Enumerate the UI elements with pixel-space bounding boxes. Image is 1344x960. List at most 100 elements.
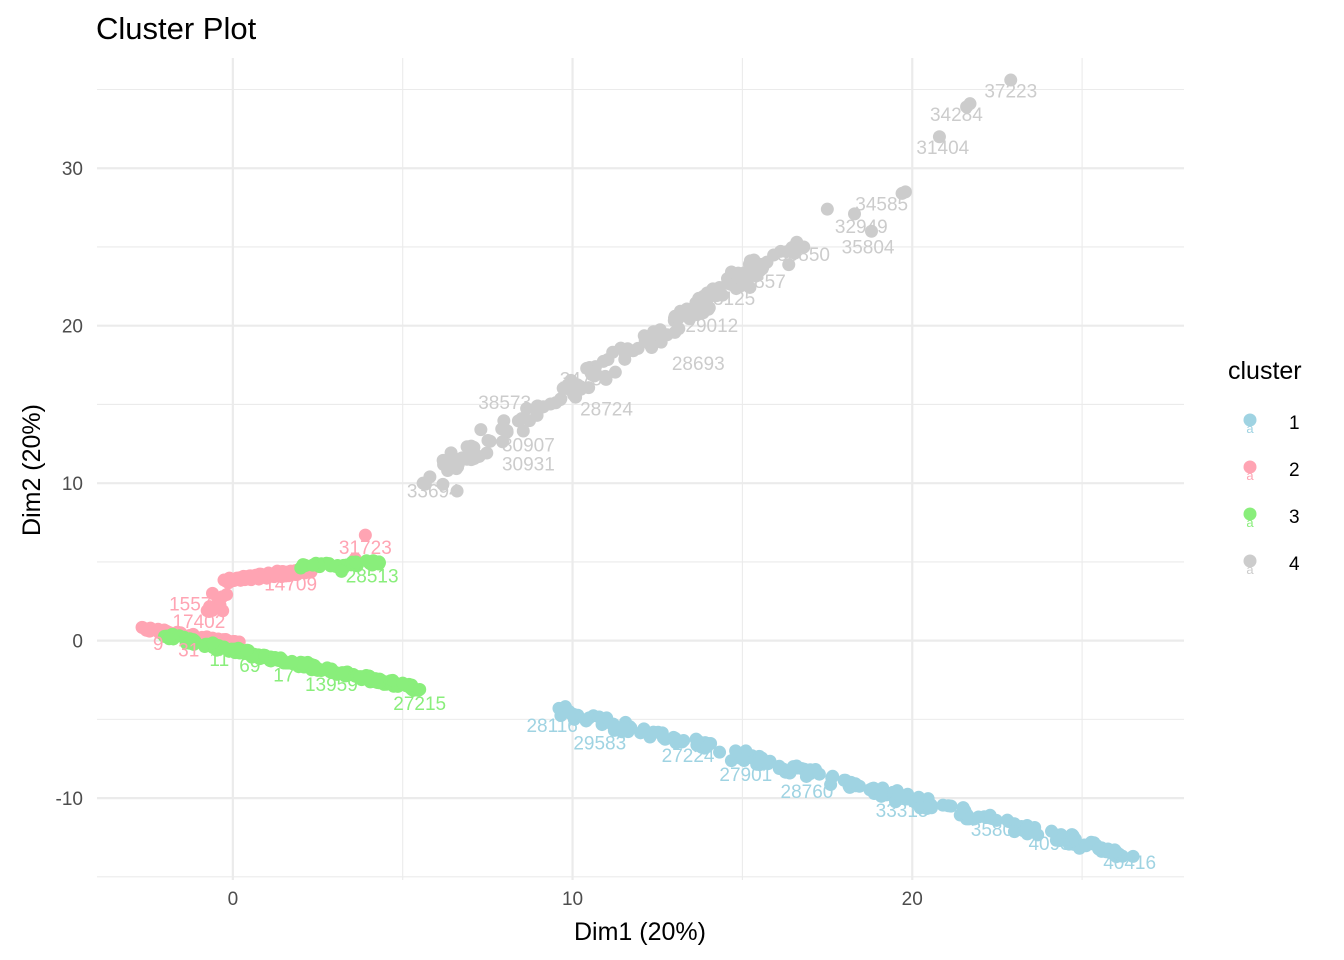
data-point: [780, 245, 794, 259]
data-point: [865, 782, 879, 796]
x-axis-ticks: 0 10 20: [228, 889, 923, 910]
legend-label: 3: [1289, 507, 1300, 528]
point-label: 28724: [580, 399, 633, 420]
data-point: [240, 643, 254, 657]
point-label: 17402: [172, 612, 225, 633]
data-point: [971, 810, 985, 824]
point-label: 31723: [339, 538, 392, 559]
data-point: [941, 799, 955, 813]
point-label: 69: [239, 656, 260, 677]
point-label: 11: [209, 650, 229, 671]
data-point: [223, 572, 237, 586]
data-point: [920, 801, 934, 815]
data-point: [671, 311, 685, 325]
data-point: [205, 602, 219, 616]
legend-key-marker: [1243, 460, 1257, 474]
data-point: [335, 564, 349, 578]
data-point: [1092, 842, 1106, 856]
point-label: 29583: [573, 733, 626, 754]
data-point: [206, 636, 220, 650]
data-point: [618, 352, 632, 366]
data-point: [772, 762, 786, 776]
point-label: 34585: [855, 195, 908, 216]
legend-key-glyph: a: [1246, 468, 1254, 483]
point-label: 30850: [777, 245, 830, 266]
x-tick-label: 10: [562, 889, 583, 910]
data-point: [386, 673, 400, 687]
data-point: [216, 604, 230, 618]
data-point: [1079, 839, 1093, 853]
data-point: [820, 202, 834, 216]
point-label: 17: [273, 666, 294, 687]
data-point: [1000, 813, 1014, 827]
data-point: [710, 289, 724, 303]
data-point: [183, 636, 197, 650]
legend-title: cluster: [1228, 357, 1302, 385]
data-point: [580, 361, 594, 375]
data-point: [691, 299, 705, 313]
data-point: [912, 790, 926, 804]
point-label: 34757: [560, 370, 613, 391]
grid-lines: [97, 58, 1184, 880]
data-point: [452, 452, 466, 466]
data-point: [656, 731, 670, 745]
cluster-1-points: [552, 700, 1140, 864]
point-label: 13959: [305, 675, 358, 696]
data-point: [874, 789, 888, 803]
data-point: [500, 424, 514, 438]
data-point: [1109, 845, 1123, 859]
data-point: [396, 676, 410, 690]
point-label: 28116: [526, 716, 577, 737]
data-point: [1007, 825, 1021, 839]
data-point: [218, 641, 232, 655]
legend: cluster a 1a 2a 3a 4: [1228, 357, 1302, 577]
data-point: [643, 338, 657, 352]
data-point: [413, 682, 427, 696]
point-label: 28760: [781, 782, 834, 803]
data-point: [1126, 849, 1140, 863]
data-point: [761, 757, 775, 771]
data-point: [474, 423, 488, 437]
legend-label: 2: [1289, 460, 1300, 481]
point-label: 35805: [971, 820, 1024, 841]
data-point: [680, 302, 694, 316]
data-point: [1020, 818, 1034, 832]
y-tick-label: -10: [56, 789, 83, 810]
data-point: [606, 717, 620, 731]
data-point: [1053, 833, 1067, 847]
data-point: [848, 207, 862, 221]
data-point: [782, 258, 796, 272]
x-tick-label: 20: [902, 889, 923, 910]
legend-key-glyph: a: [1246, 421, 1254, 436]
legend-key-marker: [1243, 413, 1257, 427]
data-point: [786, 760, 800, 774]
legend-key-glyph: a: [1246, 515, 1254, 530]
data-point: [564, 373, 578, 387]
data-point: [306, 558, 320, 572]
data-point: [729, 744, 743, 758]
point-label: 38573: [478, 393, 531, 414]
data-point: [480, 446, 494, 460]
data-point: [370, 676, 384, 690]
data-point: [1031, 828, 1045, 842]
point-label: 9: [153, 634, 164, 655]
point-label: 31404: [916, 138, 969, 159]
legend-key-glyph: a: [1246, 562, 1254, 577]
data-point: [162, 632, 176, 646]
data-point: [608, 365, 622, 379]
data-point: [205, 586, 219, 600]
data-point: [751, 266, 765, 280]
y-tick-label: 0: [72, 632, 83, 653]
data-point: [864, 224, 878, 238]
data-point: [335, 666, 349, 680]
data-point: [621, 342, 635, 356]
data-point: [895, 186, 909, 200]
data-point: [556, 381, 570, 395]
point-label: 33694: [407, 481, 460, 502]
data-point: [592, 710, 606, 724]
data-point: [606, 345, 620, 359]
data-point: [730, 268, 744, 282]
